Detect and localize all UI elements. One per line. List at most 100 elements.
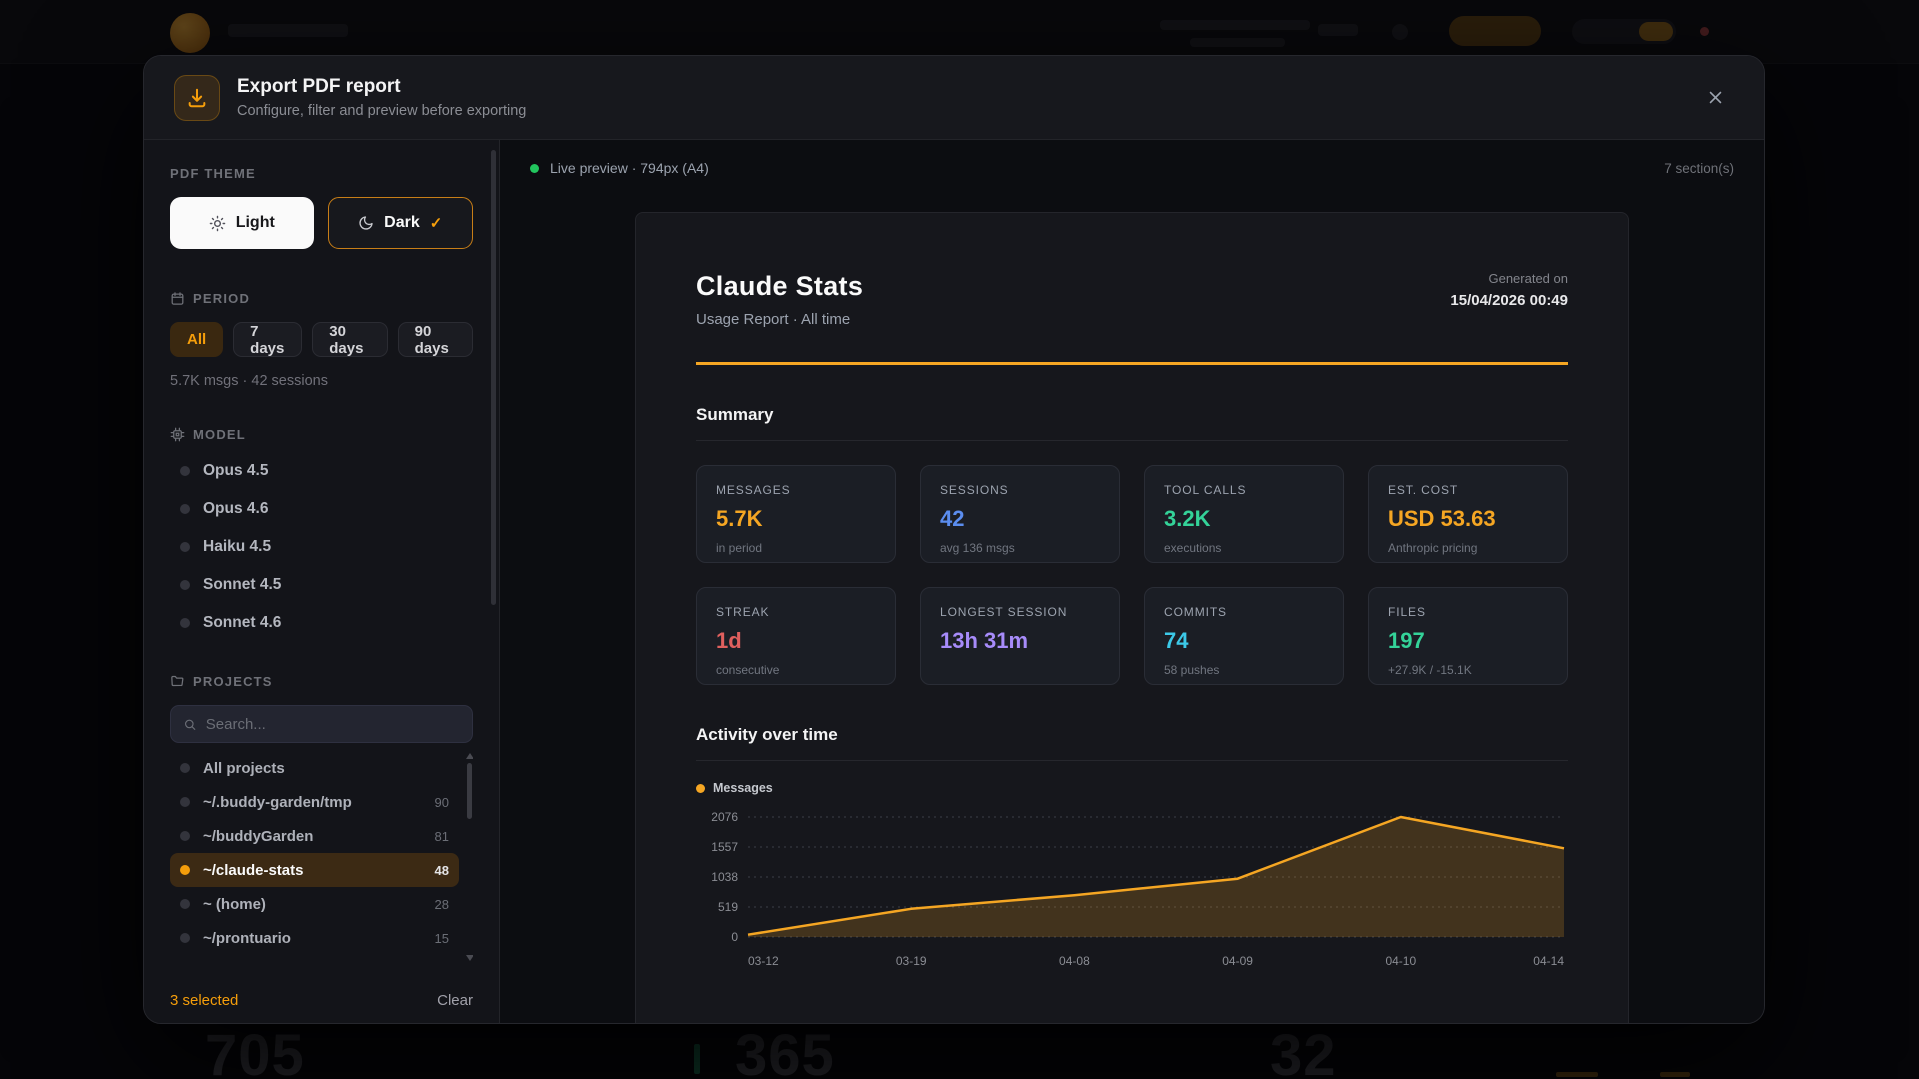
model-item-label: Sonnet 4.5 (203, 576, 282, 593)
model-dot-icon (180, 618, 190, 628)
theme-dark-button[interactable]: Dark ✓ (327, 197, 473, 249)
stat-card-label: TOOL CALLS (1164, 483, 1247, 497)
stat-card: MESSAGES 5.7K in period (696, 465, 896, 563)
svg-text:1038: 1038 (711, 870, 738, 884)
svg-text:03-19: 03-19 (896, 954, 927, 968)
svg-text:03-12: 03-12 (748, 954, 779, 968)
project-search-input[interactable] (205, 715, 460, 733)
project-list-scrollbar[interactable] (465, 753, 473, 961)
model-label: MODEL (170, 427, 473, 442)
summary-heading: Summary (696, 405, 1568, 441)
project-dot-icon (180, 865, 190, 875)
heatmap-heading: Activity heatmap (26 weeks) (696, 1020, 1568, 1023)
model-dot-icon (180, 466, 190, 476)
projects-footer: 3 selected Clear (170, 992, 473, 1009)
project-item[interactable]: ~/claude-stats 48 (170, 853, 459, 887)
stat-card-label: EST. COST (1388, 483, 1459, 497)
model-dot-icon (180, 504, 190, 514)
activity-chart: 0 519 1038 1557 2076 03-12 03-19 04-08 04-09 04-1… (696, 801, 1568, 980)
model-item-label: Opus 4.6 (203, 500, 269, 517)
project-item[interactable]: All projects (170, 751, 459, 785)
modal-header: Export PDF report Configure, filter and … (144, 56, 1764, 140)
period-option[interactable]: 7 days (233, 322, 303, 357)
modal-title: Export PDF report (237, 76, 401, 97)
preview-header: Live preview · 794px (A4) 7 section(s) (500, 140, 1764, 196)
stat-card-sub: executions (1164, 541, 1222, 555)
svg-text:519: 519 (718, 900, 738, 914)
section-count: 7 section(s) (1664, 160, 1734, 176)
stat-card-label: STREAK (716, 605, 770, 619)
project-dot-icon (180, 899, 190, 909)
period-option[interactable]: 30 days (312, 322, 388, 357)
project-search (170, 705, 473, 743)
project-item[interactable]: ~/.buddy-garden/tmp 90 (170, 785, 459, 819)
model-dot-icon (180, 542, 190, 552)
accent-rule (696, 362, 1568, 365)
period-option[interactable]: 90 days (397, 322, 473, 357)
period-label: PERIOD (170, 291, 473, 306)
project-item[interactable]: ~/buddyGarden 81 (170, 819, 459, 853)
period-option[interactable]: All (170, 322, 224, 357)
sidebar-scrollbar[interactable] (491, 150, 496, 605)
stat-card-value: 1d (716, 628, 742, 653)
stat-card-value: USD 53.63 (1388, 506, 1496, 531)
stat-card-label: FILES (1388, 605, 1426, 619)
close-button[interactable] (1696, 79, 1734, 117)
stat-card-value: 197 (1388, 628, 1425, 653)
theme-light-button[interactable]: Light (170, 197, 314, 249)
activity-heading: Activity over time (696, 725, 1568, 761)
stat-card-value: 3.2K (1164, 506, 1211, 531)
model-dot-icon (180, 580, 190, 590)
pdf-theme-label: PDF THEME (170, 166, 473, 181)
pdf-theme-label-text: PDF THEME (170, 166, 256, 181)
stat-card-value: 74 (1164, 628, 1189, 653)
project-item-count: 81 (434, 828, 449, 844)
pdf-page: Claude Stats Usage Report · All time Gen… (635, 212, 1629, 1023)
preview-pane: Live preview · 794px (A4) 7 section(s) C… (500, 140, 1764, 1023)
preview-scroll-area[interactable]: Claude Stats Usage Report · All time Gen… (500, 196, 1764, 1023)
stat-card-sub: avg 136 msgs (940, 541, 1015, 555)
stat-card-value: 13h 31m (940, 628, 1029, 653)
period-options: All 7 days 30 days 90 days (170, 322, 473, 357)
svg-text:04-08: 04-08 (1059, 954, 1090, 968)
project-item[interactable]: ~/Documents15 (170, 955, 459, 963)
model-item-label: Haiku 4.5 (203, 538, 272, 555)
svg-text:2076: 2076 (711, 810, 738, 824)
project-item-count: 90 (434, 794, 449, 810)
project-dot-icon (180, 933, 190, 943)
check-icon: ✓ (429, 215, 443, 232)
activity-line-chart-svg: 0 519 1038 1557 2076 03-12 03-19 04-08 04-09 04-1… (711, 810, 1564, 968)
stat-card-sub: +27.9K / -15.1K (1388, 663, 1472, 677)
report-subtitle: Usage Report · All time (696, 311, 851, 328)
sun-icon (209, 215, 225, 231)
model-item[interactable]: Sonnet 4.5 (170, 566, 473, 604)
scroll-up-icon[interactable] (466, 753, 473, 759)
model-item[interactable]: Opus 4.6 (170, 490, 473, 528)
theme-dark-label: Dark (384, 214, 420, 231)
generated-label: Generated on (1488, 271, 1568, 286)
stat-card-label: SESSIONS (940, 483, 1009, 497)
model-item[interactable]: Haiku 4.5 (170, 528, 473, 566)
stat-card-label: MESSAGES (716, 483, 791, 497)
svg-text:04-14: 04-14 (1533, 954, 1564, 968)
download-icon (174, 74, 220, 121)
stat-card: STREAK 1d consecutive (696, 587, 896, 685)
project-item[interactable]: ~ (home) 28 (170, 887, 459, 921)
stat-card: TOOL CALLS 3.2K executions (1144, 465, 1344, 563)
clear-button[interactable]: Clear (437, 992, 473, 1009)
project-item[interactable]: ~/prontuario 15 (170, 921, 459, 955)
model-item[interactable]: Sonnet 4.6 (170, 604, 473, 642)
search-icon (185, 719, 196, 730)
model-item-label: Sonnet 4.6 (203, 614, 282, 631)
project-dot-icon (180, 797, 190, 807)
scroll-down-icon[interactable] (466, 955, 473, 961)
calendar-icon (171, 292, 184, 305)
chart-legend: Messages (696, 781, 1568, 795)
model-list: Opus 4.5 Opus 4.6 Haiku 4.5 Sonnet 4.5 Sonne… (170, 452, 473, 642)
stat-card-sub: Anthropic pricing (1388, 541, 1478, 555)
scrollbar-thumb[interactable] (467, 763, 472, 819)
model-item[interactable]: Opus 4.5 (170, 452, 473, 490)
project-item-label: ~/prontuario (203, 929, 291, 947)
period-label-text: PERIOD (193, 291, 251, 306)
modal-titles: Export PDF report Configure, filter and … (237, 76, 526, 119)
